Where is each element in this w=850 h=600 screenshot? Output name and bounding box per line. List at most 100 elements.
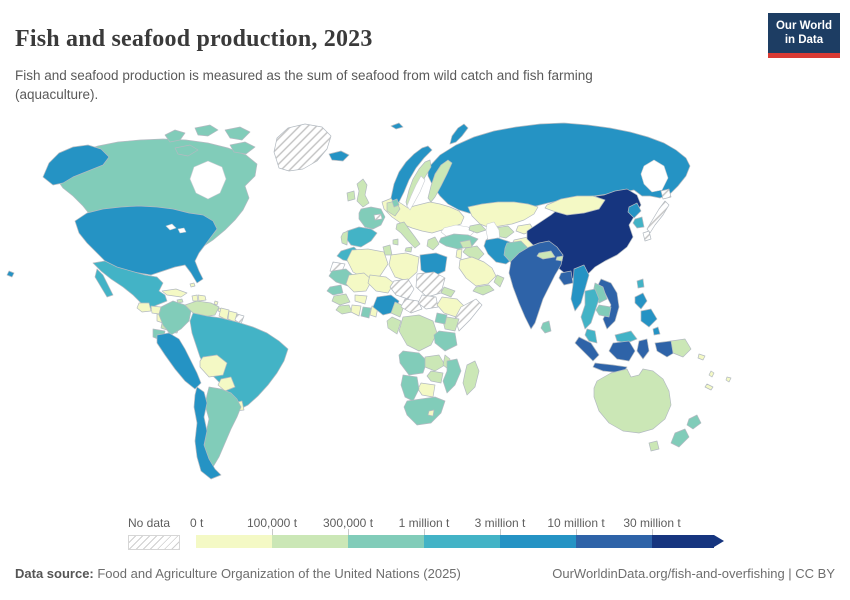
country-sierra-leone-liberia[interactable] xyxy=(335,304,353,315)
legend-band[interactable] xyxy=(500,535,576,548)
legend-band[interactable] xyxy=(272,535,348,548)
country-senegal[interactable] xyxy=(326,284,344,296)
country-finland[interactable] xyxy=(427,159,453,203)
country-congo-gabon[interactable] xyxy=(386,316,402,335)
country-colombia[interactable] xyxy=(158,300,192,336)
country-eritrea[interactable] xyxy=(440,286,456,298)
country-italy[interactable] xyxy=(392,221,421,253)
country-cameroon[interactable] xyxy=(390,301,405,318)
country-canada-arctic-islands[interactable] xyxy=(164,124,256,157)
country-france[interactable] xyxy=(358,206,386,230)
region-caucasus[interactable] xyxy=(468,223,487,234)
country-central-african-republic[interactable] xyxy=(400,298,423,314)
country-bahamas[interactable] xyxy=(189,282,196,288)
country-guinea[interactable] xyxy=(331,293,351,306)
country-dominican-republic[interactable] xyxy=(197,294,207,302)
country-saudi-arabia[interactable] xyxy=(458,256,497,287)
country-papua-new-guinea[interactable] xyxy=(670,338,692,358)
country-australia[interactable] xyxy=(593,368,672,434)
country-nepal[interactable] xyxy=(536,250,556,260)
country-fiji[interactable] xyxy=(725,376,732,383)
country-south-africa[interactable] xyxy=(403,396,446,426)
country-japan[interactable] xyxy=(642,188,672,242)
country-guatemala[interactable] xyxy=(136,302,152,313)
country-bangladesh[interactable] xyxy=(558,270,574,286)
country-madagascar[interactable] xyxy=(462,360,480,396)
country-tasmania[interactable] xyxy=(648,440,660,452)
country-zimbabwe[interactable] xyxy=(426,370,444,384)
country-indonesia[interactable] xyxy=(574,336,678,374)
legend-band[interactable] xyxy=(576,535,652,548)
country-dr-congo[interactable] xyxy=(398,314,438,352)
country-south-korea[interactable] xyxy=(632,216,645,229)
country-taiwan[interactable] xyxy=(636,278,645,289)
country-new-caledonia[interactable] xyxy=(704,383,714,391)
country-mali[interactable] xyxy=(345,272,373,293)
country-sri-lanka[interactable] xyxy=(540,320,552,334)
country-argentina[interactable] xyxy=(203,386,242,468)
country-namibia[interactable] xyxy=(400,374,420,402)
country-chad[interactable] xyxy=(389,278,415,300)
country-angola[interactable] xyxy=(398,350,428,376)
country-greece[interactable] xyxy=(426,236,440,251)
country-mongolia[interactable] xyxy=(544,195,606,216)
country-india[interactable] xyxy=(508,240,564,330)
legend-band[interactable] xyxy=(652,535,714,548)
country-kazakhstan[interactable] xyxy=(467,201,539,229)
country-vanuatu[interactable] xyxy=(708,370,715,378)
country-ireland[interactable] xyxy=(346,190,356,202)
country-portugal[interactable] xyxy=(340,230,349,246)
country-north-korea[interactable] xyxy=(627,202,642,219)
country-tanzania[interactable] xyxy=(433,330,458,352)
country-bhutan[interactable] xyxy=(555,255,564,262)
country-uganda[interactable] xyxy=(434,312,448,325)
country-jamaica[interactable] xyxy=(176,298,184,304)
country-mexico[interactable] xyxy=(92,260,168,310)
country-cuba[interactable] xyxy=(161,288,188,298)
country-lesotho[interactable] xyxy=(427,409,435,417)
country-brazil[interactable] xyxy=(189,312,289,410)
country-burkina-faso[interactable] xyxy=(354,294,368,305)
country-south-sudan[interactable] xyxy=(417,294,439,310)
country-myanmar[interactable] xyxy=(570,264,590,312)
country-bolivia[interactable] xyxy=(199,354,228,378)
legend-band[interactable] xyxy=(196,535,272,548)
country-syria[interactable] xyxy=(459,239,473,249)
country-mozambique[interactable] xyxy=(442,358,462,394)
country-paraguay[interactable] xyxy=(217,376,236,392)
country-norway[interactable] xyxy=(390,122,433,204)
country-philippines[interactable] xyxy=(634,292,661,336)
country-libya[interactable] xyxy=(388,252,420,282)
country-thailand[interactable] xyxy=(580,288,600,330)
country-botswana[interactable] xyxy=(417,382,436,398)
map-legend: No data 0 t 100,000 t 300,000 t 1 million t… xyxy=(0,516,850,556)
country-malaysia[interactable] xyxy=(584,328,638,344)
country-new-zealand[interactable] xyxy=(670,414,702,448)
country-zambia[interactable] xyxy=(424,354,446,372)
country-chile[interactable] xyxy=(193,386,222,480)
legend-no-data-swatch[interactable] xyxy=(128,535,180,550)
country-peru[interactable] xyxy=(156,332,202,390)
country-ghana[interactable] xyxy=(360,306,372,319)
country-spain[interactable] xyxy=(344,226,378,248)
country-yemen[interactable] xyxy=(472,284,495,296)
legend-band[interactable] xyxy=(424,535,500,548)
country-solomon-islands[interactable] xyxy=(697,353,706,361)
country-iceland[interactable] xyxy=(328,150,350,162)
country-greenland[interactable] xyxy=(273,123,332,172)
country-israel-jordan[interactable] xyxy=(455,248,463,260)
country-egypt[interactable] xyxy=(419,252,448,278)
country-united-kingdom[interactable] xyxy=(356,178,370,208)
country-cambodia[interactable] xyxy=(595,304,612,318)
country-oman[interactable] xyxy=(493,274,505,288)
country-cote-divoire[interactable] xyxy=(350,304,362,317)
owid-logo[interactable]: Our World in Data xyxy=(767,13,840,58)
license-link[interactable]: OurWorldinData.org/fish-and-overfishing … xyxy=(552,566,835,581)
legend-band[interactable] xyxy=(348,535,424,548)
country-niger[interactable] xyxy=(367,274,395,294)
country-sudan[interactable] xyxy=(415,271,446,298)
country-tunisia[interactable] xyxy=(382,244,393,256)
country-haiti[interactable] xyxy=(191,294,199,302)
country-switzerland[interactable] xyxy=(373,213,383,221)
country-denmark[interactable] xyxy=(391,198,400,208)
